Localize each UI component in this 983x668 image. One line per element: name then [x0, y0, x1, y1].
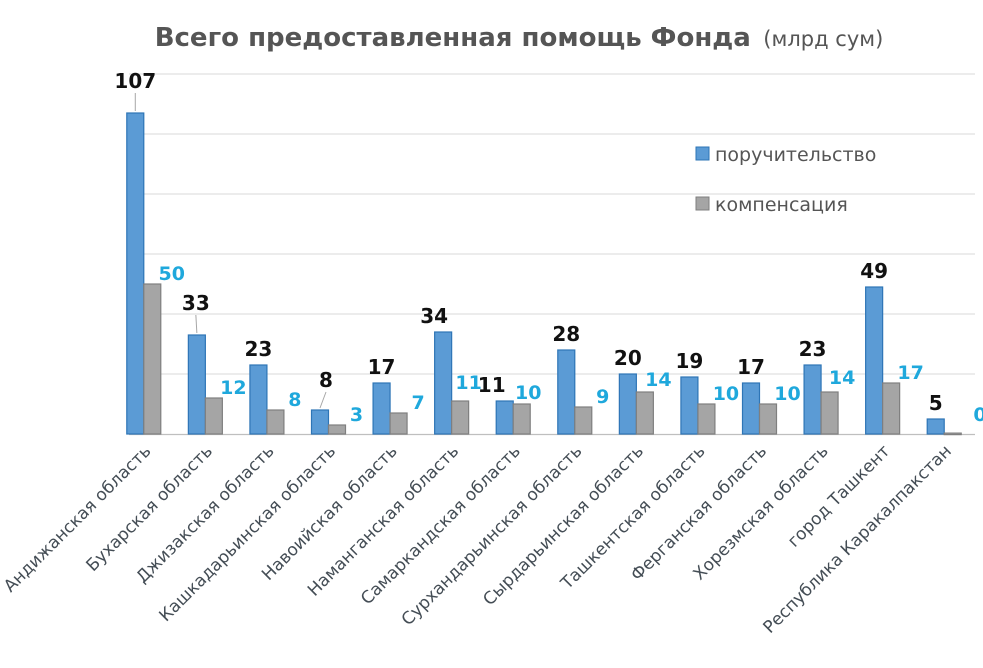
data-label-poruchitelstvo: 34 — [420, 304, 448, 328]
data-label-poruchitelstvo: 28 — [552, 322, 580, 346]
bar-poruchitelstvo — [741, 382, 761, 435]
bar-poruchitelstvo — [495, 400, 514, 435]
data-label-kompensatsiya: 50 — [159, 263, 185, 285]
data-label-kompensatsiya: 9 — [596, 386, 609, 408]
bar-poruchitelstvo — [310, 409, 330, 435]
bar-poruchitelstvo — [926, 418, 945, 435]
data-label-poruchitelstvo: 8 — [319, 368, 333, 392]
data-label-kompensatsiya: 10 — [713, 383, 739, 405]
chart-title-unit: (млрд сум) — [763, 27, 883, 51]
data-label-kompensatsiya: 0,3 — [973, 404, 983, 426]
chart-title-main: Всего предоставленная помощь Фонда — [155, 23, 751, 53]
data-label-kompensatsiya: 14 — [829, 367, 855, 389]
data-label-poruchitelstvo: 17 — [737, 355, 765, 379]
legend-swatch-poruchitelstvo — [695, 146, 710, 161]
legend-item-kompensatsiya: компенсация — [695, 194, 848, 216]
data-label-poruchitelstvo: 11 — [478, 373, 506, 397]
bar-poruchitelstvo — [126, 112, 145, 435]
bars — [126, 112, 962, 436]
data-label-kompensatsiya: 14 — [645, 369, 671, 391]
bar-kompensatsiya — [451, 400, 470, 435]
bar-poruchitelstvo — [372, 382, 391, 435]
data-label-kompensatsiya: 11 — [455, 372, 481, 394]
data-label-poruchitelstvo: 33 — [182, 291, 210, 315]
data-label-poruchitelstvo: 20 — [614, 346, 642, 370]
bar-poruchitelstvo — [680, 376, 699, 435]
bar-kompensatsiya — [943, 432, 962, 436]
leader-line — [319, 391, 327, 409]
bar-poruchitelstvo — [618, 373, 637, 435]
bar-kompensatsiya — [389, 412, 408, 435]
data-label-kompensatsiya: 10 — [515, 382, 541, 404]
data-label-poruchitelstvo: 107 — [114, 69, 156, 93]
bar-poruchitelstvo — [865, 286, 884, 435]
category-label: город Ташкент — [784, 441, 894, 551]
data-label-poruchitelstvo: 5 — [929, 391, 943, 415]
bar-kompensatsiya — [574, 406, 593, 435]
data-label-kompensatsiya: 12 — [220, 377, 246, 399]
bar-poruchitelstvo — [557, 349, 576, 435]
chart-title: Всего предоставленная помощь Фонда (млрд… — [155, 23, 884, 53]
bar-kompensatsiya — [697, 403, 716, 435]
legend-item-poruchitelstvo: поручительство — [695, 144, 876, 166]
bar-poruchitelstvo — [187, 334, 206, 435]
bar-kompensatsiya — [266, 409, 285, 435]
bar-kompensatsiya — [512, 403, 531, 435]
legend-label-kompensatsiya: компенсация — [715, 194, 848, 216]
legend-label-poruchitelstvo: поручительство — [715, 144, 876, 166]
bar-kompensatsiya — [327, 424, 347, 435]
bar-kompensatsiya — [204, 397, 223, 435]
bar-kompensatsiya — [758, 403, 778, 435]
data-label-poruchitelstvo: 19 — [676, 349, 704, 373]
leader-lines — [134, 93, 327, 409]
bar-kompensatsiya — [635, 391, 654, 435]
bar-kompensatsiya — [882, 382, 901, 435]
data-label-poruchitelstvo: 23 — [799, 337, 827, 361]
bar-poruchitelstvo — [803, 364, 822, 435]
data-label-poruchitelstvo: 23 — [245, 337, 273, 361]
data-label-poruchitelstvo: 49 — [860, 259, 888, 283]
legend-swatch-kompensatsiya — [695, 196, 710, 211]
bar-poruchitelstvo — [249, 364, 268, 435]
bar-kompensatsiya — [820, 391, 839, 435]
data-label-poruchitelstvo: 17 — [368, 355, 396, 379]
data-label-kompensatsiya: 10 — [774, 383, 800, 405]
bar-poruchitelstvo — [434, 331, 453, 435]
data-label-kompensatsiya: 3 — [350, 404, 363, 426]
bar-kompensatsiya — [143, 283, 162, 435]
leader-line — [195, 314, 198, 334]
data-label-kompensatsiya: 7 — [411, 392, 424, 414]
legend: поручительство компенсация — [695, 144, 876, 216]
data-label-kompensatsiya: 17 — [897, 362, 923, 384]
data-label-kompensatsiya: 8 — [288, 389, 301, 411]
